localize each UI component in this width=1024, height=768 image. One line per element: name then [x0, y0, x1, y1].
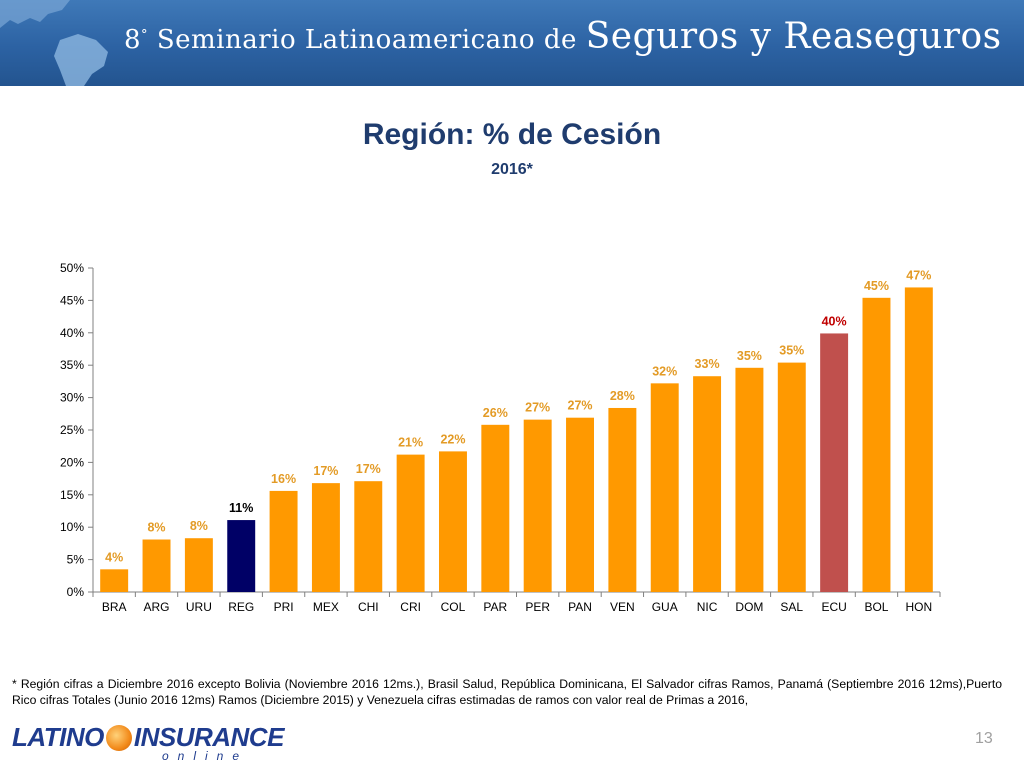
banner-text-small: Seminario Latinoamericano de [156, 25, 577, 55]
x-tick-label-cri: CRI [400, 600, 421, 614]
bar-uru [184, 538, 213, 592]
bar-pri [269, 490, 298, 592]
bar-chart: 0% 5% 10% 15% 20% 25% 30% 35% 40% 45% 50% 4% BRA 8% AR… [60, 261, 941, 614]
data-label-bol: 45% [864, 279, 889, 293]
bar-hon [904, 287, 933, 592]
x-tick-label-uru: URU [186, 600, 212, 614]
x-tick-label-gua: GUA [652, 600, 678, 614]
banner-title: 8° Seminario Latinoamericano de Seguros … [124, 16, 1002, 57]
y-tick-label: 0% [67, 585, 85, 599]
data-label-arg: 8% [147, 521, 165, 535]
logo-globe-icon [105, 724, 132, 751]
banner-ordinal: 8 [124, 25, 142, 55]
y-tick-label: 25% [60, 423, 84, 437]
y-tick-label: 20% [60, 455, 84, 469]
footnote: * Región cifras a Diciembre 2016 excepto… [12, 677, 1002, 707]
data-label-per: 27% [525, 401, 550, 415]
y-tick-label: 10% [60, 520, 84, 534]
logo-text-insurance: INSURANCE [133, 722, 285, 752]
data-label-dom: 35% [737, 349, 762, 363]
bar-bra [100, 569, 129, 592]
logo-tagline: online [162, 749, 249, 763]
y-tick-label: 5% [67, 553, 85, 567]
logo-text-latino: LATINO [12, 722, 104, 752]
bar-cri [396, 454, 425, 592]
page-number: 13 [975, 730, 993, 747]
data-label-hon: 47% [906, 268, 931, 282]
x-tick-label-ecu: ECU [821, 600, 846, 614]
bar-chi [354, 481, 383, 592]
bar-ecu [820, 333, 849, 592]
x-tick-label-ven: VEN [610, 600, 635, 614]
x-tick-label-bra: BRA [102, 600, 127, 614]
company-logo: LATINO INSURANCE online [12, 722, 284, 763]
y-tick-label: 45% [60, 293, 84, 307]
y-tick-label: 50% [60, 261, 84, 275]
data-label-par: 26% [483, 406, 508, 420]
bar-reg [227, 520, 256, 592]
data-label-uru: 8% [190, 519, 208, 533]
data-label-ecu: 40% [822, 314, 847, 328]
bar-nic [693, 376, 722, 592]
x-tick-label-bol: BOL [864, 600, 888, 614]
x-tick-label-chi: CHI [358, 600, 379, 614]
banner-ordinal-mark: ° [141, 27, 149, 43]
x-tick-label-arg: ARG [144, 600, 170, 614]
bar-gua [650, 383, 679, 592]
bar-ven [608, 407, 637, 592]
chart-subtitle: 2016* [491, 161, 533, 178]
x-tick-label-per: PER [525, 600, 550, 614]
data-label-pan: 27% [568, 399, 593, 413]
americas-map-graphic [0, 0, 108, 86]
bar-col [438, 451, 467, 592]
data-label-mex: 17% [313, 464, 338, 478]
x-tick-label-mex: MEX [313, 600, 339, 614]
bar-dom [735, 367, 764, 592]
data-label-cri: 21% [398, 436, 423, 450]
data-label-nic: 33% [695, 357, 720, 371]
y-tick-label: 30% [60, 391, 84, 405]
data-label-pri: 16% [271, 472, 296, 486]
x-tick-label-dom: DOM [735, 600, 763, 614]
y-tick-label: 40% [60, 326, 84, 340]
chart-title: Región: % de Cesión [362, 118, 662, 151]
data-label-col: 22% [440, 432, 465, 446]
y-tick-label: 15% [60, 488, 84, 502]
data-label-bra: 4% [105, 550, 123, 564]
data-label-reg: 11% [229, 501, 253, 515]
bar-pan [566, 417, 595, 592]
banner-text-big: Seguros y Reaseguros [585, 16, 1002, 57]
header-banner: 8° Seminario Latinoamericano de Seguros … [0, 0, 1024, 86]
bar-par [481, 424, 510, 592]
x-tick-label-par: PAR [483, 600, 507, 614]
bar-per [523, 419, 552, 592]
x-tick-label-sal: SAL [780, 600, 803, 614]
x-tick-label-reg: REG [228, 600, 254, 614]
bar-arg [142, 539, 171, 592]
y-tick-label: 35% [60, 358, 84, 372]
data-label-chi: 17% [356, 462, 381, 476]
x-tick-label-hon: HON [905, 600, 932, 614]
data-label-gua: 32% [652, 364, 677, 378]
x-tick-label-pri: PRI [274, 600, 294, 614]
bar-mex [311, 483, 340, 592]
x-tick-label-col: COL [441, 600, 466, 614]
data-label-ven: 28% [610, 389, 635, 403]
x-tick-label-pan: PAN [568, 600, 592, 614]
bar-bol [862, 297, 891, 592]
data-label-sal: 35% [779, 344, 804, 358]
bar-sal [777, 362, 806, 592]
x-tick-label-nic: NIC [697, 600, 718, 614]
